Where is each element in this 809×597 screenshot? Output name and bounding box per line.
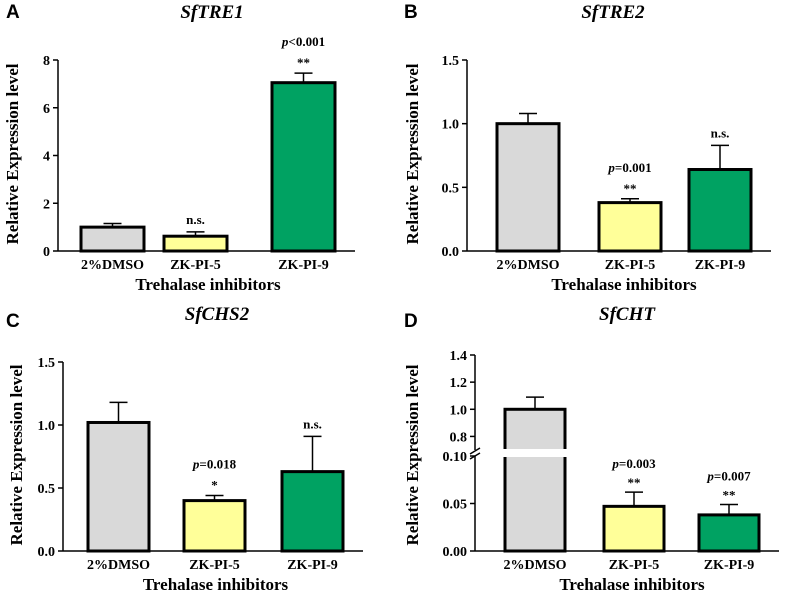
panel-d: 0.00 0.05 0.10 0.8 1.0 1.2 1.4 2%DMSO ZK-PI-5 ZK-… xyxy=(403,304,779,594)
x-tick-label: ZK-PI-5 xyxy=(170,258,221,273)
x-tick-label: 2%DMSO xyxy=(87,558,150,573)
y-tick-label: 1.0 xyxy=(450,403,468,418)
y-tick-label: 1.2 xyxy=(450,376,468,391)
bar xyxy=(280,470,345,553)
x-tick-label: ZK-PI-9 xyxy=(695,258,746,273)
y-tick-label: 1.5 xyxy=(442,54,460,69)
panel-title: SfCHS2 xyxy=(185,304,250,325)
y-axis-title: Relative Expression level xyxy=(7,364,26,545)
x-tick-label: ZK-PI-5 xyxy=(189,558,240,573)
x-axis-title: Trehalase inhibitors xyxy=(143,575,289,594)
panel-a: 0 2 4 6 8 2%DMSO ZK-PI-5 ZK-PI-9 n.s. p<0.001 ** A S… xyxy=(3,2,355,294)
bar xyxy=(697,513,761,553)
panel-letter: A xyxy=(6,2,20,23)
x-tick-label: ZK-PI-5 xyxy=(609,558,660,573)
y-axis-title: Relative Expression level xyxy=(403,63,422,244)
y-tick-label: 0.5 xyxy=(38,482,56,497)
bar xyxy=(270,81,337,253)
x-axis-title: Trehalase inhibitors xyxy=(551,275,697,294)
y-axis-title: Relative Expression level xyxy=(3,63,22,244)
x-tick-label: ZK-PI-9 xyxy=(287,558,338,573)
x-tick-label: 2%DMSO xyxy=(504,558,567,573)
y-tick-label: 1.0 xyxy=(442,118,460,133)
significance-label: ** xyxy=(297,55,310,70)
significance-label: ** xyxy=(723,487,736,502)
axis-break-gap xyxy=(501,449,569,457)
p-value-label: p=0.003 xyxy=(611,456,656,471)
x-tick-label: ZK-PI-9 xyxy=(704,558,755,573)
p-value-label: p=0.007 xyxy=(706,468,751,483)
axis-break-mark xyxy=(469,447,481,455)
x-axis-title: Trehalase inhibitors xyxy=(559,575,705,594)
panel-c: 0.0 0.5 1.0 1.5 2%DMSO ZK-PI-5 ZK-PI-9 p=0.018 *… xyxy=(6,304,363,594)
significance-label: ** xyxy=(624,181,637,196)
y-tick-label: 0.5 xyxy=(442,181,460,196)
y-tick-label: 0.05 xyxy=(443,498,468,513)
x-tick-label: 2%DMSO xyxy=(497,258,560,273)
y-tick-label: 0.8 xyxy=(450,430,468,445)
y-tick-label: 0.10 xyxy=(443,450,468,465)
y-tick-label: 0.00 xyxy=(443,545,468,560)
y-tick-label: 1.4 xyxy=(450,349,468,364)
bar xyxy=(597,201,663,253)
bar xyxy=(687,168,753,253)
y-tick-label: 0 xyxy=(43,245,50,260)
x-tick-label: ZK-PI-9 xyxy=(278,258,329,273)
y-tick-label: 2 xyxy=(43,197,50,212)
y-axis-title: Relative Expression level xyxy=(403,364,422,545)
significance-label: n.s. xyxy=(711,125,730,140)
bar xyxy=(503,407,567,553)
y-tick-label: 8 xyxy=(43,54,50,69)
bar xyxy=(602,504,666,553)
panel-title: SfCHT xyxy=(599,304,656,325)
significance-label: n.s. xyxy=(186,212,205,227)
y-tick-label: 1.0 xyxy=(38,419,56,434)
p-value-label: p=0.018 xyxy=(192,457,237,472)
bar xyxy=(86,420,151,553)
panel-letter: C xyxy=(6,311,20,332)
x-axis-title: Trehalase inhibitors xyxy=(135,275,281,294)
panel-letter: D xyxy=(404,311,418,332)
x-tick-label: ZK-PI-5 xyxy=(605,258,656,273)
p-value-label: p=0.001 xyxy=(607,160,651,175)
y-tick-label: 6 xyxy=(43,102,50,117)
p-value-label: p<0.001 xyxy=(281,34,325,49)
panel-b: 0.0 0.5 1.0 1.5 2%DMSO ZK-PI-5 ZK-PI-9 p=0.001 *… xyxy=(403,2,771,294)
y-tick-label: 4 xyxy=(43,150,50,165)
bar xyxy=(162,234,229,253)
y-tick-label: 1.5 xyxy=(38,356,56,371)
significance-label: * xyxy=(211,478,218,493)
panel-title: SfTRE2 xyxy=(581,2,645,23)
panel-title: SfTRE1 xyxy=(180,2,243,23)
bar xyxy=(495,122,561,253)
bar xyxy=(182,499,247,553)
bar xyxy=(79,225,146,253)
x-tick-label: 2%DMSO xyxy=(81,258,144,273)
panel-letter: B xyxy=(404,2,418,23)
significance-label: n.s. xyxy=(303,416,322,431)
significance-label: ** xyxy=(628,475,641,490)
y-tick-label: 0.0 xyxy=(442,245,460,260)
y-tick-label: 0.0 xyxy=(38,545,56,560)
